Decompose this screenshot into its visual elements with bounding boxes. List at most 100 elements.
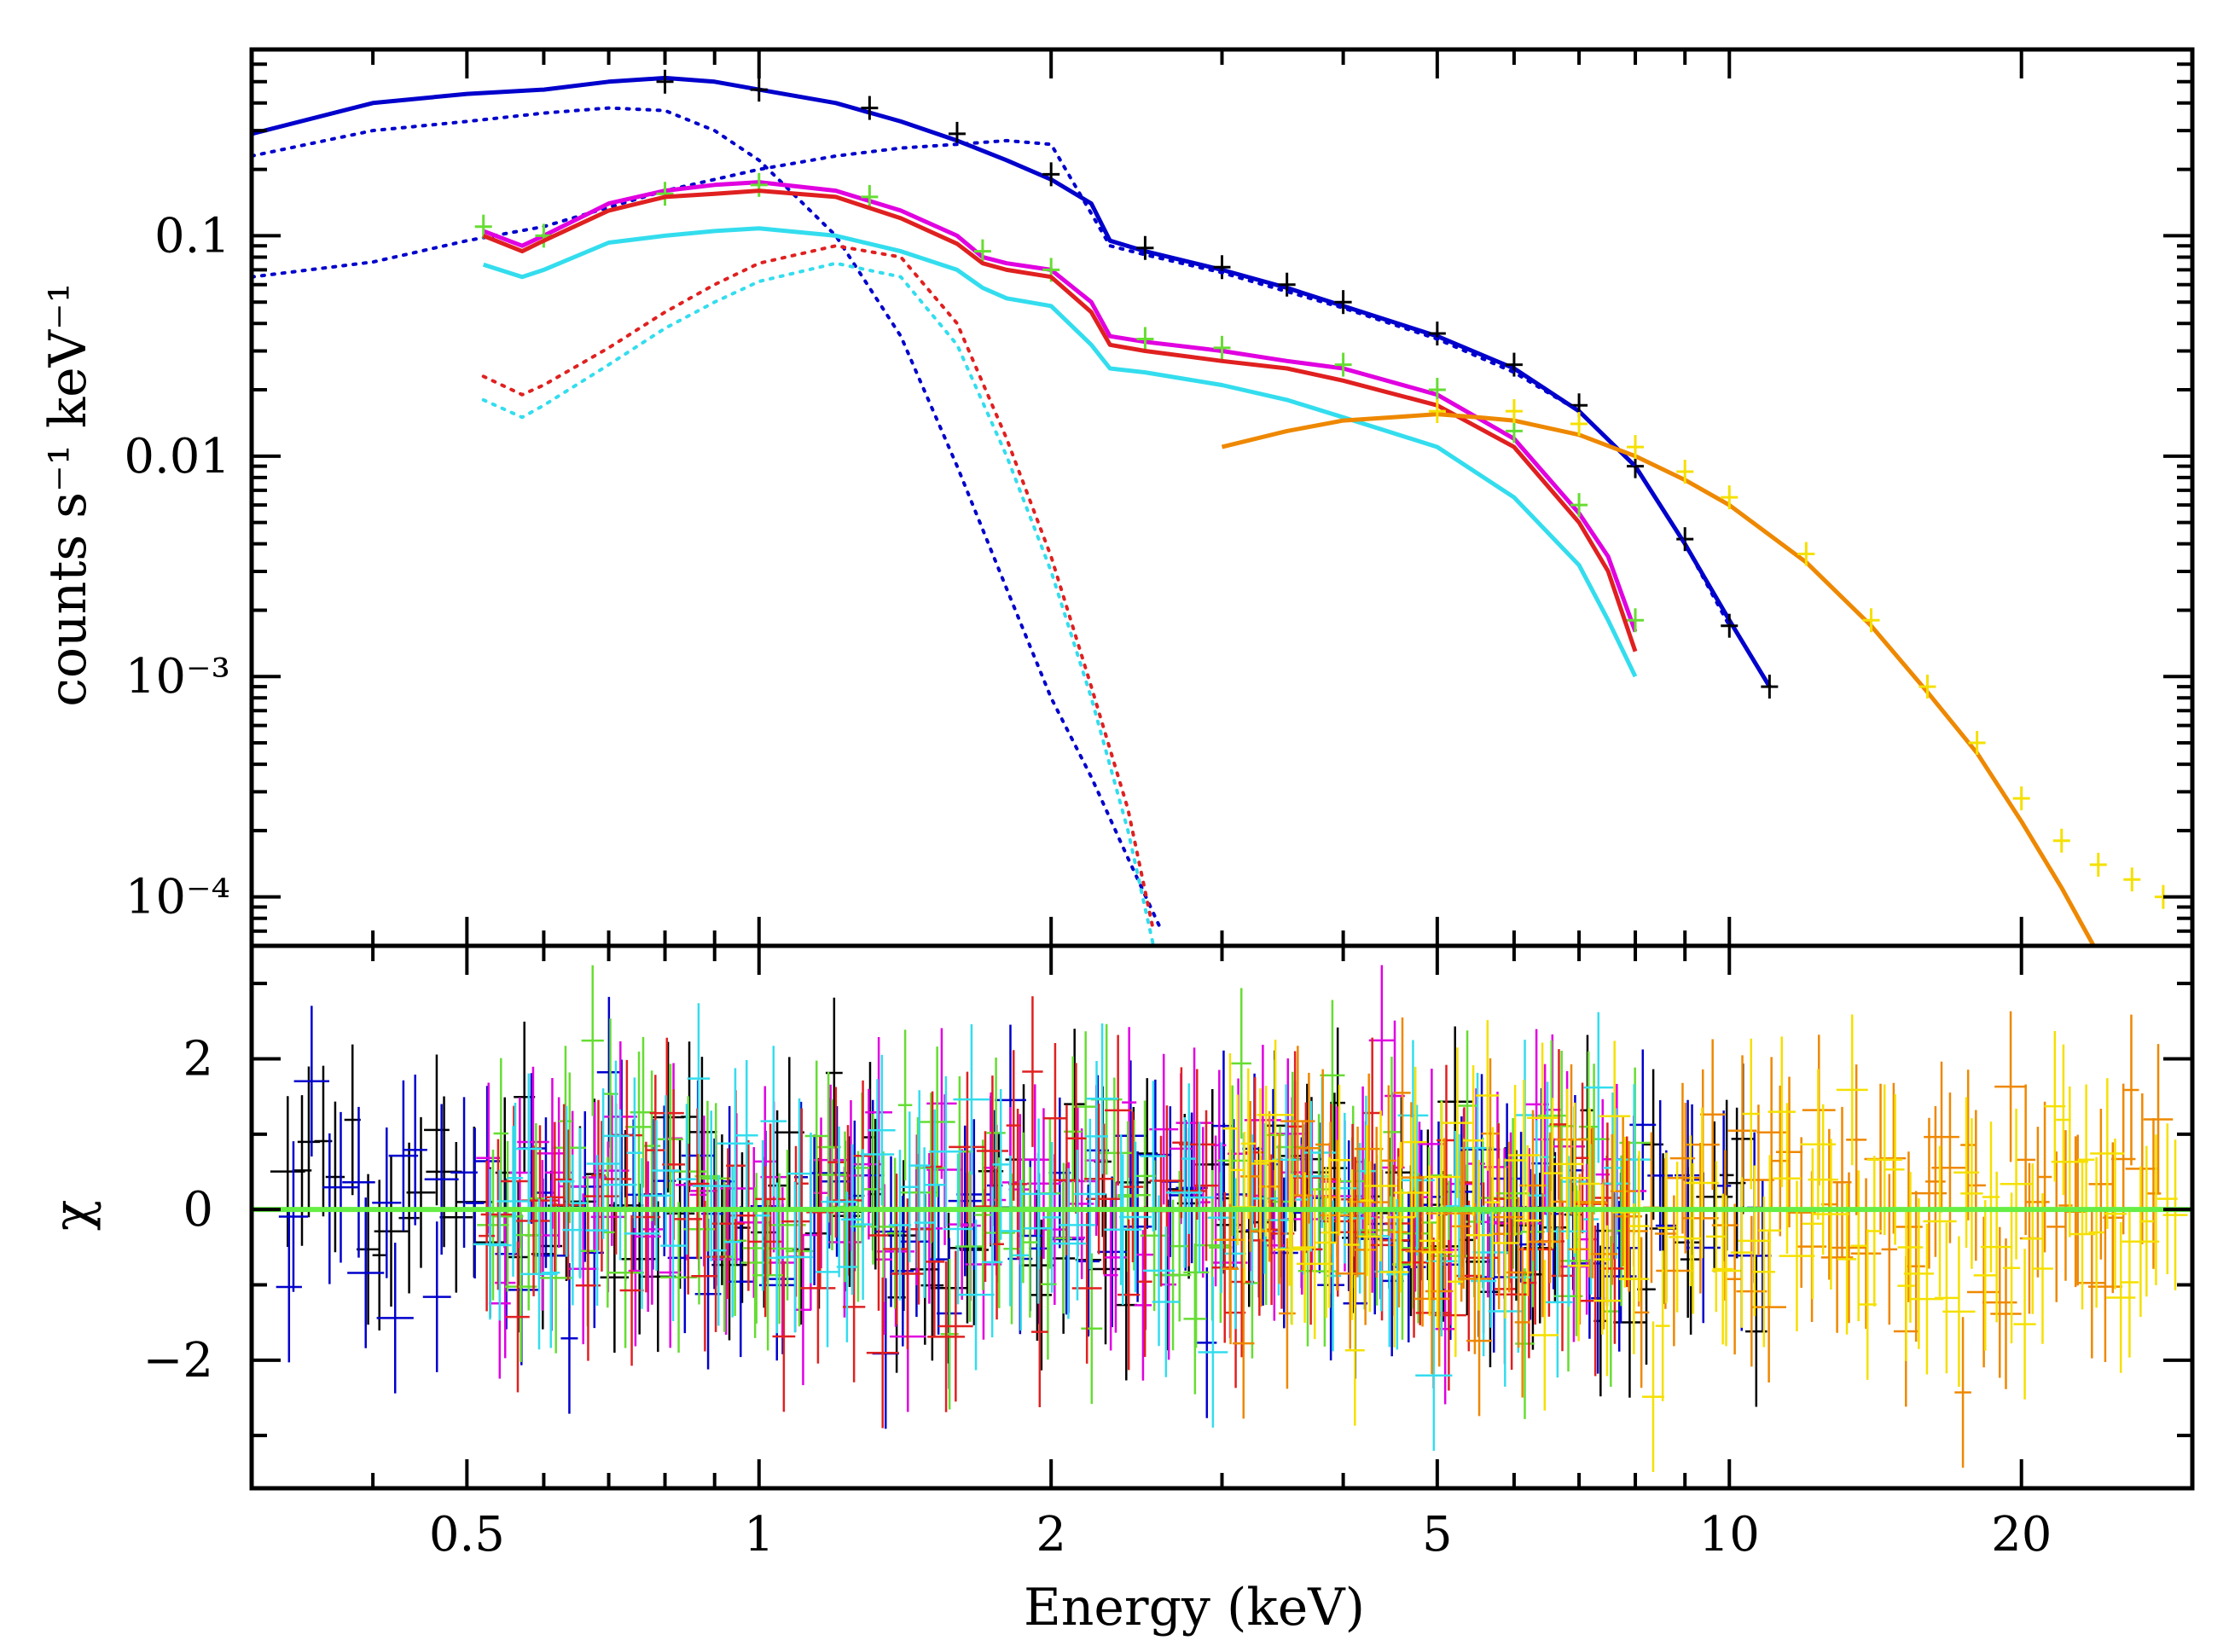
- residual-point: [755, 1139, 770, 1291]
- residual-point: [1231, 988, 1251, 1139]
- residual-point: [1466, 1159, 1492, 1311]
- residual-point: [651, 1095, 681, 1246]
- residual-point: [374, 1156, 409, 1307]
- residual-point: [496, 1126, 530, 1277]
- residual-point: [507, 1102, 524, 1254]
- green-data-point: [750, 172, 768, 197]
- residual-point: [388, 1080, 419, 1232]
- residual-point: [1086, 1023, 1118, 1174]
- residual-point: [2032, 1193, 2053, 1344]
- residual-point: [901, 1111, 919, 1263]
- residual-point: [626, 1077, 642, 1229]
- green-data-point: [1213, 335, 1231, 360]
- residual-point: [2087, 1211, 2122, 1362]
- residual-point: [1065, 1063, 1087, 1214]
- residual-point: [1681, 1143, 1719, 1294]
- residual-point: [2090, 1078, 2125, 1229]
- green-data-point: [1570, 493, 1588, 518]
- residual-point: [1114, 1060, 1146, 1212]
- y-tick-label-spectrum: 0.1: [154, 208, 230, 264]
- yellow-data-point: [1721, 485, 1739, 510]
- residual-point: [1738, 1165, 1772, 1317]
- residual-point: [1903, 1198, 1934, 1349]
- residual-point: [603, 1109, 637, 1261]
- residual-point: [493, 1058, 509, 1209]
- residual-point: [480, 1139, 516, 1290]
- residual-point: [734, 1059, 758, 1211]
- yellow-data-point: [1862, 608, 1880, 633]
- green-data-point: [1627, 608, 1645, 633]
- residual-point: [293, 1006, 330, 1157]
- residual-point: [816, 1099, 848, 1250]
- x-tick-label: 0.5: [429, 1507, 505, 1562]
- residual-point: [868, 1118, 884, 1270]
- x-tick-label: 5: [1422, 1507, 1453, 1562]
- residual-point: [1105, 1035, 1132, 1186]
- residual-point: [1866, 1156, 1882, 1307]
- residual-point: [908, 1090, 931, 1241]
- residual-point: [659, 1197, 682, 1348]
- residual-point: [506, 1241, 530, 1393]
- residual-point: [1008, 1109, 1028, 1260]
- residual-point: [1230, 1094, 1245, 1246]
- yellow-data-point: [1570, 412, 1588, 437]
- residual-point: [1064, 1029, 1086, 1180]
- residual-point: [1088, 1193, 1123, 1345]
- residual-point: [1657, 1152, 1675, 1304]
- residual-point: [1390, 1156, 1408, 1307]
- yellow-data-point: [1676, 460, 1694, 484]
- residual-point: [595, 1095, 630, 1246]
- residual-point: [1655, 1250, 1670, 1401]
- residual-point: [1685, 1162, 1702, 1314]
- residual-point: [1142, 1195, 1175, 1347]
- residual-point: [1885, 1093, 1905, 1245]
- residual-point: [424, 1104, 459, 1255]
- residual-point: [1020, 1118, 1057, 1270]
- residual-point: [372, 1180, 386, 1331]
- residual-point: [322, 1111, 359, 1263]
- residual-point: [1152, 1226, 1180, 1377]
- residual-point: [1042, 1142, 1062, 1293]
- residual-point: [2069, 1158, 2096, 1310]
- y-tick-label-spectrum: 0.01: [124, 429, 230, 484]
- residual-point: [687, 1003, 711, 1154]
- residual-point: [1568, 1174, 1591, 1325]
- residual-point: [1593, 1225, 1621, 1377]
- residual-point: [1541, 1098, 1564, 1249]
- residual-point: [624, 1158, 660, 1309]
- residual-point: [1325, 1200, 1341, 1352]
- residual-point: [1530, 1260, 1559, 1411]
- residual-point: [1419, 1165, 1440, 1317]
- residual-point: [487, 1169, 512, 1321]
- black-data-point: [1761, 675, 1779, 699]
- cyan-model-line: [482, 226, 1638, 678]
- residual-point: [1258, 1110, 1280, 1262]
- residual-point: [1579, 1108, 1601, 1260]
- residual-point: [1115, 1229, 1138, 1381]
- residual-point: [1521, 1207, 1537, 1359]
- black-data-point: [1334, 290, 1352, 315]
- residual-point: [1931, 1092, 1969, 1243]
- residual-point: [1514, 1247, 1530, 1398]
- residual-point: [1386, 1198, 1408, 1350]
- residual-point: [1830, 1172, 1868, 1324]
- spectrum-series: [252, 69, 2172, 946]
- residual-point: [1924, 1061, 1959, 1213]
- residual-point: [465, 1127, 485, 1278]
- residual-point: [1965, 1110, 1986, 1261]
- residual-point: [723, 1166, 741, 1318]
- residual-point: [1541, 1151, 1570, 1303]
- residual-point: [2104, 1138, 2127, 1290]
- residual-point: [974, 1139, 991, 1290]
- residual-point: [376, 1243, 414, 1394]
- residual-point: [649, 1037, 684, 1189]
- residual-point: [1022, 1167, 1038, 1318]
- residual-point: [1813, 1139, 1849, 1290]
- residual-point: [1897, 1210, 1915, 1361]
- residual-point: [1752, 1196, 1776, 1348]
- residual-point: [943, 1153, 973, 1305]
- red-model-line: [482, 188, 1638, 652]
- residual-point: [1551, 1126, 1569, 1278]
- residual-point: [1460, 1072, 1495, 1224]
- residual-point: [925, 1109, 945, 1261]
